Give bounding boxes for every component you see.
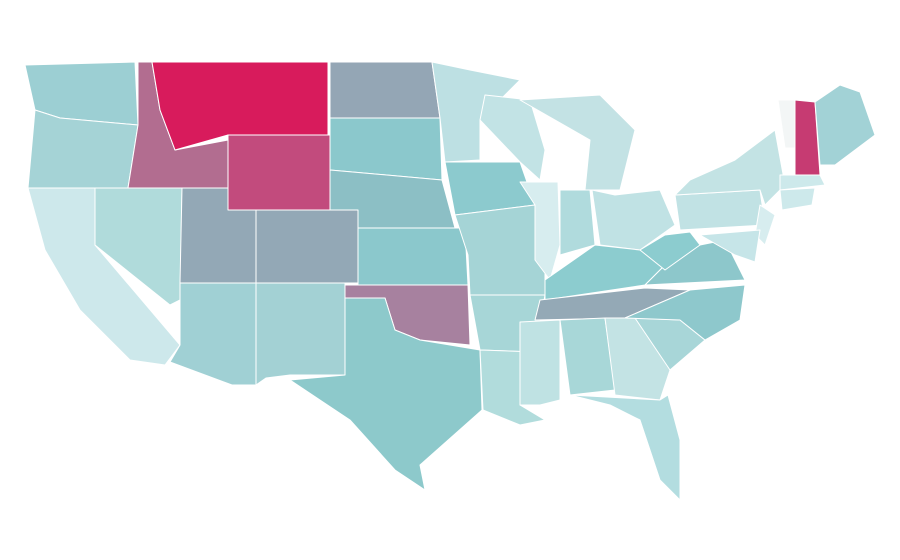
state bbox=[227, 134, 331, 211]
state bbox=[329, 117, 443, 181]
state bbox=[674, 189, 766, 231]
state bbox=[639, 231, 701, 271]
state bbox=[519, 94, 636, 191]
state bbox=[454, 204, 546, 296]
state bbox=[431, 61, 521, 163]
state bbox=[569, 394, 681, 501]
state bbox=[779, 187, 816, 211]
state bbox=[255, 282, 346, 386]
state bbox=[814, 84, 876, 166]
state bbox=[674, 129, 786, 206]
state bbox=[329, 61, 441, 119]
state bbox=[777, 99, 796, 149]
state bbox=[289, 297, 483, 491]
state bbox=[779, 174, 826, 191]
state bbox=[255, 209, 359, 284]
state bbox=[559, 189, 596, 256]
state bbox=[519, 319, 561, 406]
state bbox=[357, 227, 469, 286]
state bbox=[699, 229, 761, 263]
state bbox=[169, 282, 257, 386]
state bbox=[624, 284, 746, 341]
state bbox=[754, 204, 776, 246]
state bbox=[591, 189, 676, 251]
